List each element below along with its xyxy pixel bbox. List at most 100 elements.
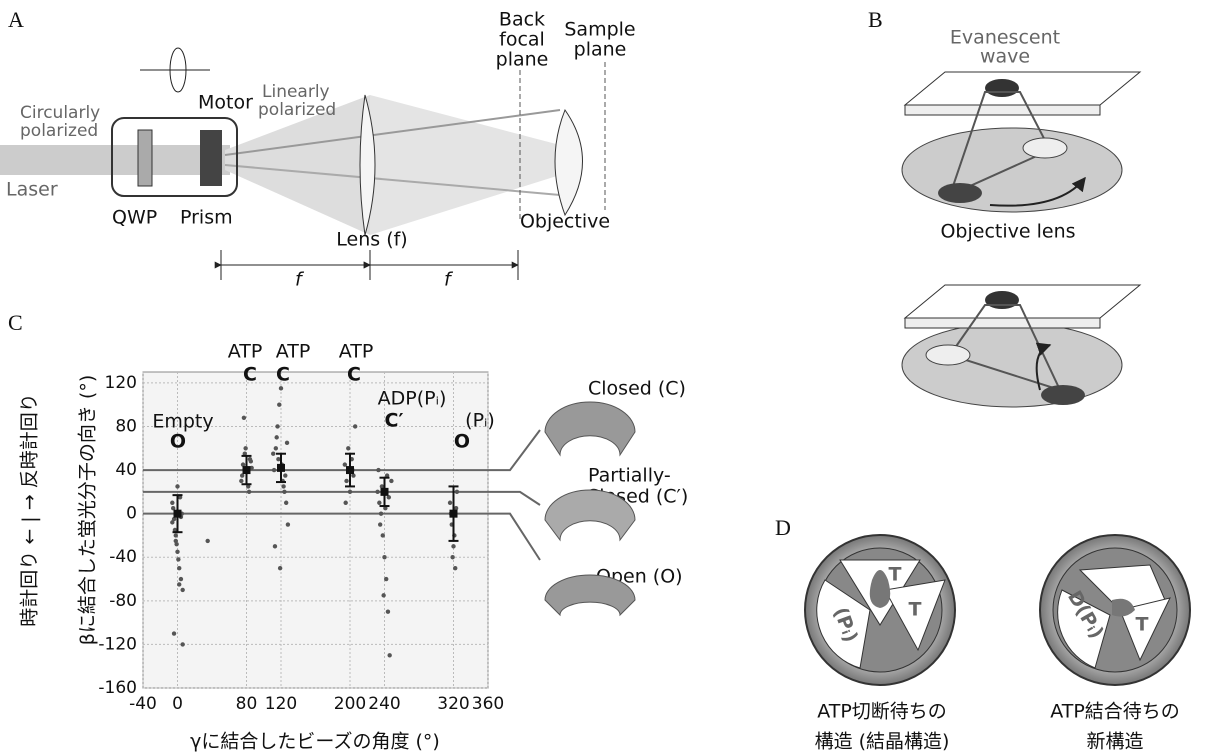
annotation: Empty [152,411,213,433]
data-point [175,549,180,554]
data-point [342,462,348,467]
data-point [173,538,178,544]
annotation: (Pᵢ) [465,410,495,432]
data-point [379,484,385,489]
data-point [246,484,251,489]
data-point [387,653,392,658]
data-point [248,459,254,464]
site-label: T [889,564,902,586]
label: Sample [564,19,635,41]
data-point [243,446,248,451]
label: wave [980,46,1030,68]
caption: 新構造 [1086,731,1143,753]
objective [554,108,583,217]
data-point [454,489,460,495]
label: Lens (f) [336,229,407,251]
data-point [273,446,279,451]
label: plane [496,49,549,71]
data-point [277,402,282,407]
direction-label: 時計回り ← | → 反時計回り [19,393,41,626]
panel-d: D T T (Pᵢ) D(Pᵢ) T ATP切断待ちの 構造 (結晶構造) AT… [775,515,1191,753]
data-point [285,522,291,527]
beam [225,95,370,235]
data-point [376,467,381,473]
data-point [282,489,287,495]
annotation: ATP [228,341,263,363]
data-point [378,511,384,516]
data-point [178,576,184,582]
data-point [171,516,177,522]
ray [224,164,561,196]
data-point [180,587,185,593]
data-point [277,565,283,571]
label: polarized [258,100,336,120]
motor-box [111,117,238,197]
data-point [177,495,183,500]
mean-marker [242,466,251,475]
data-point [381,593,386,598]
label: Objective [520,211,610,233]
data-point [283,500,289,505]
label: f [444,269,454,291]
x-tick-label: 320 [437,694,469,714]
reference-line [143,512,541,561]
mean-marker [277,463,285,472]
data-point [450,555,455,560]
annotation: C [276,364,290,386]
reference-line [143,490,541,506]
annotation: ADP(Pᵢ) [378,388,447,410]
data-point [242,451,247,456]
data-point [384,473,390,478]
site-label: T [1136,614,1149,636]
data-point [173,533,178,538]
plot: -160 -120 -80 -40 0 40 80 120 -40 0 80 120 200 240 320… [98,371,541,714]
data-point [385,609,391,614]
label: Evanescent [950,27,1060,49]
lens-disc [901,127,1123,213]
data-point [176,557,181,562]
data-point [272,544,278,549]
data-point [386,495,392,500]
label: Circularly [20,103,100,123]
data-point [283,473,288,478]
annotation: ATP [276,341,311,363]
data-point [377,500,382,505]
data-point [239,473,245,478]
data-point [343,500,348,505]
x-tick-label: 360 [472,694,504,714]
data-point [274,435,279,440]
data-point [170,520,175,525]
x-tick-label: 0 [172,694,183,714]
panel-b: B Evanescent wave Objective lens [868,7,1142,408]
y-tick-label: -40 [109,547,137,567]
data-point [240,462,246,467]
x-tick-label: 200 [334,694,366,714]
y-tick-label: 40 [115,460,137,480]
data-point [177,565,182,571]
label: Motor [198,92,253,114]
data-point [352,424,358,429]
data-point [239,478,244,484]
data-point [177,582,182,587]
y-tick-label: -160 [98,678,137,698]
data-point [171,631,177,636]
y-tick-label: 0 [126,504,137,524]
state-label: Closed (C) [588,378,686,400]
label: f [295,269,305,291]
caption: ATP切断待ちの [817,701,947,723]
data-point [375,489,380,495]
data-point [175,484,180,489]
data-point [347,489,353,495]
data-point [276,456,281,462]
site-label: T [909,599,922,621]
annotation: O [454,431,470,453]
label: QWP [112,207,157,229]
data-point [451,544,456,549]
panel-label: D [775,515,791,540]
reference-line [143,429,541,472]
data-point [170,500,175,505]
data-point [249,465,254,471]
data-point [275,424,280,429]
data-point [172,527,178,533]
